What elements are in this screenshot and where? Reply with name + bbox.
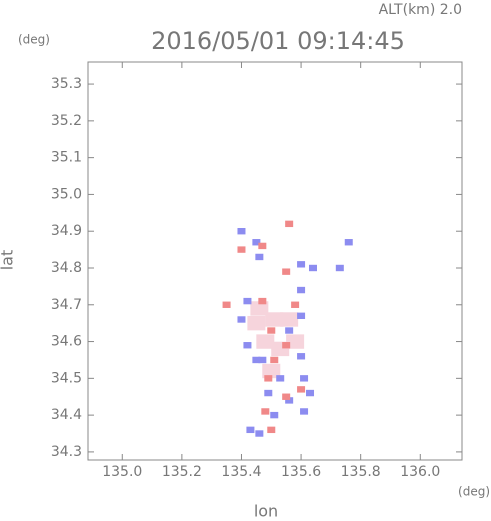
x-tick-label: 136.0 (400, 464, 440, 480)
point (297, 386, 306, 393)
x-tick-label: 135.8 (341, 464, 381, 480)
x-unit: (deg) (458, 485, 490, 499)
point (297, 286, 306, 294)
plot-frame (87, 61, 463, 461)
point (291, 301, 300, 308)
point (270, 411, 279, 419)
y-tick-label: 35.1 (51, 150, 82, 166)
point (237, 246, 246, 253)
point (286, 334, 305, 349)
point (264, 389, 273, 397)
point (255, 430, 264, 437)
point (265, 312, 284, 327)
point (297, 261, 306, 268)
point (300, 375, 309, 382)
y-tick-label: 34.9 (51, 223, 82, 239)
y-tick-label: 34.5 (51, 370, 82, 386)
point (222, 301, 231, 308)
y-unit: (deg) (18, 33, 50, 47)
chart-title: 2016/05/01 09:14:45 (151, 27, 405, 55)
point (258, 356, 267, 364)
point (258, 297, 267, 305)
point (306, 389, 315, 397)
point (344, 239, 353, 246)
point (243, 297, 252, 305)
y-tick-label: 34.3 (51, 444, 82, 460)
point (247, 315, 266, 331)
y-tick-label: 35.0 (51, 186, 82, 202)
y-tick-label: 34.6 (51, 334, 82, 350)
point (243, 342, 252, 349)
point (297, 353, 306, 360)
point (252, 356, 261, 364)
y-tick-label: 35.2 (51, 113, 82, 129)
point (276, 375, 285, 382)
point (285, 397, 294, 404)
point (267, 327, 276, 334)
point (282, 268, 291, 275)
x-tick-label: 135.0 (102, 464, 142, 480)
point (335, 264, 344, 272)
y-label: lat (0, 250, 17, 271)
point (282, 342, 291, 349)
point (280, 312, 299, 327)
y-tick-label: 35.3 (51, 76, 82, 92)
point (261, 408, 270, 415)
point (237, 228, 246, 235)
point (285, 220, 294, 228)
point (300, 408, 309, 415)
point (250, 301, 269, 316)
x-tick-label: 135.2 (162, 464, 202, 480)
point (297, 312, 306, 320)
point (237, 316, 246, 323)
point (267, 426, 276, 434)
x-tick-label: 135.6 (281, 464, 321, 480)
point (256, 334, 275, 349)
point (258, 242, 267, 250)
x-tick-label: 135.4 (221, 464, 261, 480)
point (308, 264, 317, 272)
point (270, 356, 279, 364)
y-tick-label: 34.8 (51, 260, 82, 276)
y-tick-label: 34.4 (51, 407, 82, 423)
point (282, 393, 291, 400)
point (264, 375, 273, 382)
header: ALT(km) 2.0 (379, 2, 462, 18)
point (246, 426, 255, 434)
point (262, 363, 281, 379)
x-label: lon (254, 502, 278, 521)
point (255, 253, 264, 261)
y-tick-label: 34.7 (51, 297, 82, 313)
point (285, 327, 294, 334)
point (252, 239, 261, 246)
